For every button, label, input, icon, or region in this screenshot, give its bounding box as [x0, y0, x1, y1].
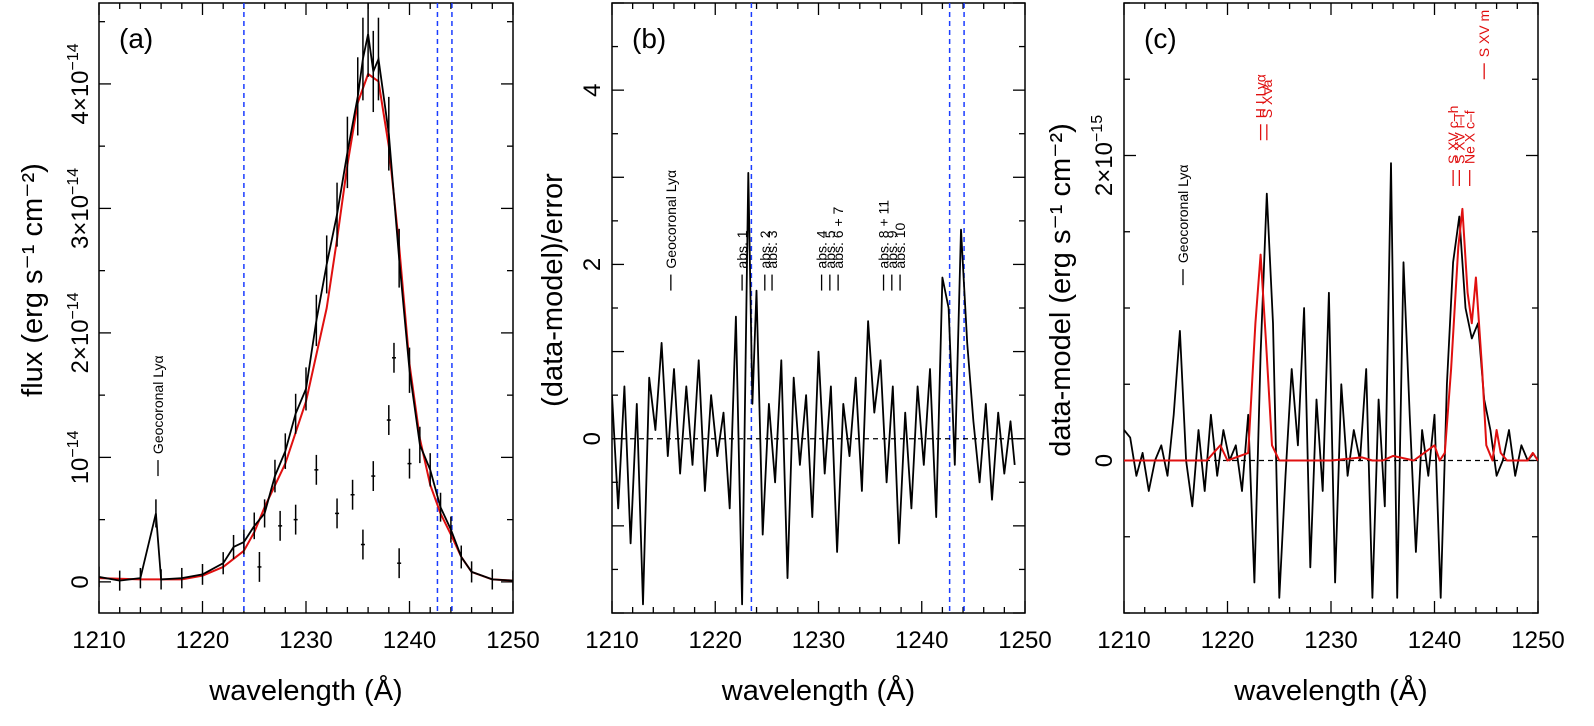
x-axis-title: wavelength (Å)	[721, 674, 915, 707]
x-axis-title: wavelength (Å)	[208, 674, 402, 707]
line-id-label: S XV m	[1476, 10, 1492, 57]
x-tick-label: 1210	[585, 627, 638, 654]
y-axis-title: flux (erg s⁻¹ cm⁻²)	[17, 163, 49, 397]
line-id-label: S XVa	[1259, 79, 1275, 118]
line-id-label: H I Lyα	[1253, 74, 1269, 118]
panel-c: 1210 1220 1230 1240 1250 wavelength (Å) data-m…	[1045, 2, 1565, 707]
y-tick-mantissa: 0	[1091, 454, 1118, 467]
y-tick-label: 2	[579, 258, 606, 271]
x-tick-label: 1250	[486, 627, 539, 654]
line-id-label: S XV i–l	[1451, 114, 1467, 164]
x-tick-label: 1220	[176, 627, 229, 654]
x-tick-label: 1210	[1097, 627, 1150, 654]
x-tick-label: 1240	[383, 627, 436, 654]
y-tick-label: 0	[579, 432, 606, 445]
x-tick-label: 1230	[279, 627, 332, 654]
panel-label: (b)	[632, 23, 666, 54]
annotation-label: abs. 4	[814, 230, 830, 268]
line-id-label: S XV c–h	[1445, 106, 1461, 164]
series-data-line	[99, 33, 513, 582]
panel-a: 1210 1220 1230 1240 1250 wavelength (Å) flux (…	[17, 2, 540, 707]
series-model	[99, 73, 513, 582]
y-tick-mantissa: 2×10	[1091, 142, 1118, 196]
y-tick-label: 2×10−15	[1089, 115, 1118, 196]
y-tick-label: 4×10−14	[65, 43, 94, 124]
y-tick-mantissa: 10	[67, 458, 94, 485]
plot-area	[1124, 162, 1538, 599]
y-tick-mantissa: 2×10	[67, 319, 94, 373]
y-tick-mantissa: 0	[67, 575, 94, 588]
y-tick-label: 2×10−14	[65, 292, 94, 373]
plot-frame	[1123, 2, 1539, 614]
annotation-label: Geocoronal Lyα	[663, 170, 679, 269]
y-tick-exponent: −14	[65, 43, 82, 70]
x-axis-title: wavelength (Å)	[1233, 674, 1427, 707]
x-tick-label: 1240	[1408, 627, 1461, 654]
panel-label: (c)	[1144, 23, 1177, 54]
annotation-label: abs. 2	[757, 230, 773, 268]
plot-area	[99, 3, 513, 613]
annotation-label: abs. 3	[764, 230, 780, 268]
y-axis-title: (data-model)/error	[537, 173, 569, 407]
line-id-label: Ne X c–f	[1462, 110, 1478, 164]
x-tick-label: 1230	[792, 627, 845, 654]
y-tick-mantissa: 3×10	[67, 195, 94, 249]
annotation-label: Geocoronal Lyα	[1175, 164, 1191, 263]
y-tick-exponent: −14	[65, 168, 82, 195]
y-tick-label: 3×10−14	[65, 168, 94, 249]
plot-area	[612, 3, 1025, 613]
y-tick-mantissa: 4×10	[67, 70, 94, 124]
panel-b: 1210 1220 1230 1240 1250 wavelength (Å) (data-…	[537, 2, 1052, 707]
panel-label: (a)	[119, 23, 153, 54]
x-tick-label: 1220	[689, 627, 742, 654]
x-tick-label: 1250	[998, 627, 1051, 654]
annotation-label: Geocoronal Lyα	[150, 355, 166, 454]
plot-frame	[611, 2, 1026, 614]
x-tick-label: 1240	[895, 627, 948, 654]
x-tick-label: 1220	[1201, 627, 1254, 654]
annotation-label: abs. 10	[892, 222, 908, 268]
annotation-label: abs. 8 + 11	[876, 200, 892, 269]
series-residual	[612, 172, 1016, 606]
y-tick-exponent: −14	[65, 292, 82, 319]
x-tick-label: 1250	[1511, 627, 1564, 654]
annotation-label: abs. 6 + 7	[830, 206, 846, 268]
y-tick-exponent: −15	[1089, 115, 1106, 142]
y-tick-label: 0	[67, 575, 94, 588]
series-data	[1124, 162, 1535, 599]
x-tick-label: 1230	[1304, 627, 1357, 654]
annotation-label: abs. 5	[822, 230, 838, 268]
y-axis-title: data-model (erg s⁻¹ cm⁻²)	[1045, 123, 1077, 457]
x-tick-label: 1210	[72, 627, 125, 654]
annotation-label: abs. 1	[734, 230, 750, 268]
y-tick-exponent: −14	[65, 430, 82, 457]
series-model	[1124, 207, 1538, 462]
y-tick-label: 10−14	[65, 430, 94, 484]
y-tick-label: 4	[579, 83, 606, 96]
y-tick-label: 0	[1091, 454, 1118, 467]
annotation-label: abs. 9	[884, 230, 900, 268]
